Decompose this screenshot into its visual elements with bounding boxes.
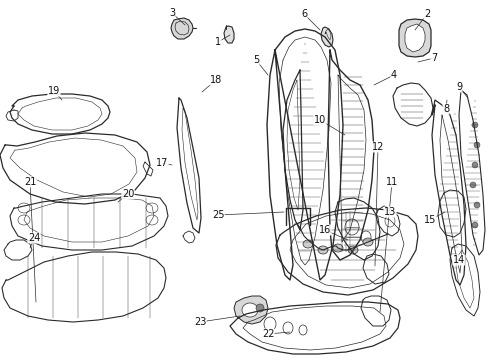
Text: 14: 14 [453, 255, 465, 265]
Text: 15: 15 [424, 215, 436, 225]
Polygon shape [399, 19, 431, 57]
Polygon shape [224, 26, 234, 43]
Ellipse shape [264, 317, 276, 331]
Text: 13: 13 [384, 207, 396, 217]
Polygon shape [321, 27, 333, 47]
Polygon shape [171, 18, 193, 39]
Text: 10: 10 [314, 115, 326, 125]
Ellipse shape [472, 122, 478, 128]
Text: 18: 18 [210, 75, 222, 85]
Ellipse shape [348, 246, 358, 254]
Text: 17: 17 [156, 158, 168, 168]
Text: 20: 20 [122, 189, 134, 199]
Ellipse shape [363, 238, 373, 246]
Text: 12: 12 [372, 142, 384, 152]
Text: 22: 22 [262, 329, 274, 339]
Text: 1: 1 [215, 37, 221, 47]
Text: 19: 19 [48, 86, 60, 96]
Text: 8: 8 [443, 104, 449, 114]
Text: 2: 2 [424, 9, 430, 19]
Text: 7: 7 [431, 53, 437, 63]
Ellipse shape [318, 246, 328, 254]
Ellipse shape [472, 222, 478, 228]
Ellipse shape [283, 322, 293, 334]
Text: 9: 9 [456, 82, 462, 92]
Ellipse shape [303, 240, 313, 248]
Text: 5: 5 [253, 55, 259, 65]
Ellipse shape [472, 162, 478, 168]
Polygon shape [405, 24, 425, 52]
Text: 4: 4 [391, 70, 397, 80]
Ellipse shape [474, 202, 480, 208]
Text: 21: 21 [24, 177, 36, 187]
Ellipse shape [470, 182, 476, 188]
Ellipse shape [299, 325, 307, 335]
Text: 11: 11 [386, 177, 398, 187]
Text: 6: 6 [301, 9, 307, 19]
Ellipse shape [333, 244, 343, 252]
Polygon shape [234, 296, 268, 324]
Text: 16: 16 [319, 225, 331, 235]
Text: 3: 3 [169, 8, 175, 18]
Ellipse shape [474, 142, 480, 148]
Text: 24: 24 [28, 233, 40, 243]
Text: 23: 23 [194, 317, 206, 327]
Ellipse shape [242, 303, 258, 317]
Ellipse shape [256, 304, 264, 312]
Text: 25: 25 [212, 210, 224, 220]
